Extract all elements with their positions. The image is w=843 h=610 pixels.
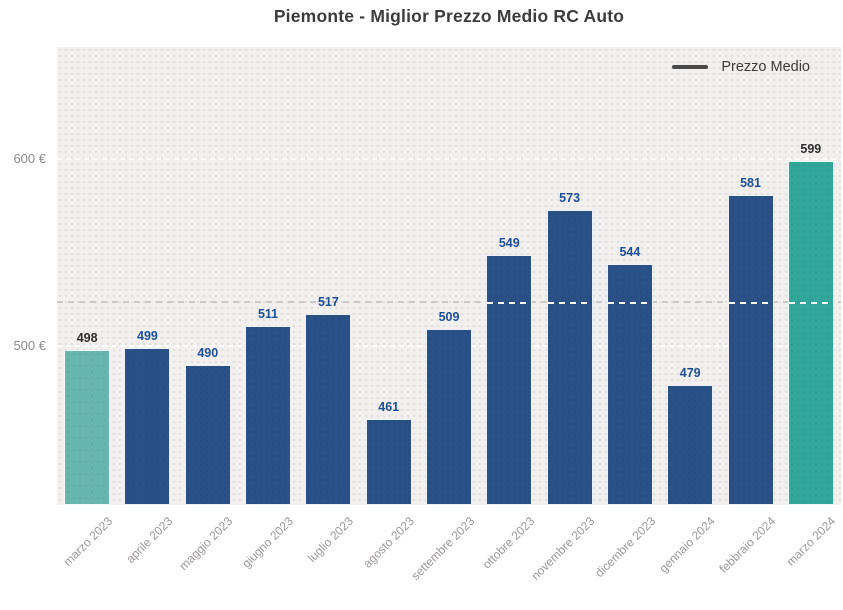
average-line-overlay xyxy=(607,301,652,304)
bar-value-label: 573 xyxy=(559,190,581,205)
legend-label: Prezzo Medio xyxy=(721,59,810,75)
y-tick-label-600: 600 € xyxy=(13,151,46,167)
bar-value-label: 544 xyxy=(619,244,641,259)
chart-title: Piemonte - Miglior Prezzo Medio RC Auto xyxy=(273,6,625,26)
bar-marzo-2024[interactable] xyxy=(787,161,834,505)
bar-dicembre-2023[interactable] xyxy=(606,263,653,505)
x-tick-label-luglio-2023: luglio 2023 xyxy=(305,514,357,565)
x-tick-label-febbraio-2024: febbraio 2024 xyxy=(716,514,779,576)
bar-novembre-2023[interactable] xyxy=(546,209,593,505)
average-line-overlay xyxy=(547,301,592,304)
bar-aprile-2023[interactable] xyxy=(124,347,171,505)
x-tick-label-ottobre-2023: ottobre 2023 xyxy=(479,514,538,572)
gridline-600 xyxy=(57,158,841,161)
bar-value-label: 511 xyxy=(257,306,279,321)
x-tick-label-gennaio-2024: gennaio 2024 xyxy=(656,514,719,576)
legend-line-icon xyxy=(672,65,709,69)
bar-marzo-2023[interactable] xyxy=(64,349,111,505)
bar-value-label: 509 xyxy=(438,310,460,325)
x-tick-label-maggio-2023: maggio 2023 xyxy=(176,514,236,573)
x-tick-label-dicembre-2023: dicembre 2023 xyxy=(591,514,658,581)
bar-febbraio-2024[interactable] xyxy=(727,194,774,505)
x-tick-label-giugno-2023: giugno 2023 xyxy=(239,514,296,571)
x-tick-label-marzo-2024: marzo 2024 xyxy=(784,514,839,569)
x-tick-label-novembre-2023: novembre 2023 xyxy=(528,514,598,583)
x-tick-label-agosto-2023: agosto 2023 xyxy=(359,514,417,571)
average-price-line xyxy=(57,300,841,303)
bar-luglio-2023[interactable] xyxy=(305,314,352,505)
bar-ottobre-2023[interactable] xyxy=(486,254,533,505)
y-tick-label-500: 500 € xyxy=(13,338,46,354)
average-line-overlay xyxy=(728,301,773,304)
bar-value-label: 499 xyxy=(137,328,158,343)
plot-area: 498 499 490 511 517 461 509 549 573 544 479 581 599 xyxy=(57,47,841,505)
bar-value-label: 517 xyxy=(317,295,339,310)
legend-item-prezzo-medio[interactable]: Prezzo Medio xyxy=(672,59,810,75)
bar-value-label: 479 xyxy=(679,366,701,381)
x-tick-label-marzo-2023: marzo 2023 xyxy=(60,514,116,569)
bar-value-label: 461 xyxy=(378,400,400,414)
bar-value-label: 599 xyxy=(800,142,822,157)
bar-maggio-2023[interactable] xyxy=(184,364,231,505)
x-tick-label-aprile-2023: aprile 2023 xyxy=(123,514,176,566)
bar-giugno-2023[interactable] xyxy=(245,325,292,505)
bar-value-label: 490 xyxy=(197,345,219,360)
bar-value-label: 549 xyxy=(498,235,520,250)
bar-value-label: 498 xyxy=(76,330,98,345)
bar-value-label: 581 xyxy=(740,175,761,190)
average-line-overlay xyxy=(788,301,833,304)
bar-agosto-2023[interactable] xyxy=(365,419,412,505)
bar-settembre-2023[interactable] xyxy=(426,329,472,505)
x-tick-label-settembre-2023: settembre 2023 xyxy=(408,514,477,583)
bar-gennaio-2024[interactable] xyxy=(667,385,714,505)
average-line-overlay xyxy=(487,301,532,304)
